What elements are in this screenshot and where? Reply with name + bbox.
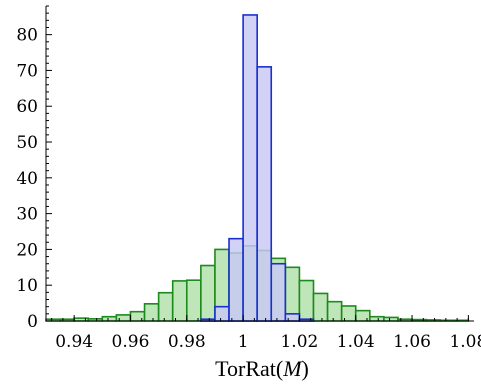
x-axis-title-suffix: ) <box>302 356 309 381</box>
x-tick-label: 1 <box>238 332 249 352</box>
wide-bin-bar <box>185 279 202 322</box>
x-tick-label: 1.08 <box>449 332 481 352</box>
wide-bin-bar <box>129 310 146 322</box>
x-axis-title-prefix: TorRat( <box>215 356 283 381</box>
narrow-bin-bar <box>256 66 273 322</box>
x-tick-label: 1.04 <box>337 332 375 352</box>
narrow-bin-bar <box>214 305 230 322</box>
wide-bin-bar <box>101 315 118 322</box>
wide-bin-bar <box>298 279 315 322</box>
y-tick-label: 40 <box>16 169 38 189</box>
wide-bin-bar <box>171 280 188 322</box>
wide-bin-bar <box>157 291 174 322</box>
wide-bin-bar <box>383 316 399 322</box>
wide-bin-bar <box>326 300 343 322</box>
x-tick-label: 1.02 <box>280 332 318 352</box>
y-tick-label: 80 <box>16 26 38 46</box>
wide-bin-bar <box>312 292 329 322</box>
x-tick-label: 0.96 <box>112 332 150 352</box>
x-tick-label: 0.98 <box>168 332 206 352</box>
x-axis-ticks: 0.94 0.96 0.98 1 1.02 1.04 1.06 1.08 <box>51 315 481 352</box>
x-axis-title: TorRat(M) <box>215 356 309 381</box>
wide-bin-bar <box>200 264 216 322</box>
narrow-bin-bar <box>284 313 301 322</box>
wide-bin-bar <box>340 305 357 322</box>
y-tick-label: 30 <box>16 205 38 225</box>
wide-bin-bar <box>369 315 385 322</box>
y-tick-label: 50 <box>16 133 38 153</box>
y-tick-label: 70 <box>16 61 38 81</box>
wide-bin-bar <box>143 303 160 322</box>
y-tick-label: 20 <box>16 240 38 260</box>
x-axis-title-variable: M <box>282 356 303 381</box>
wide-bin-bar <box>354 309 371 322</box>
y-tick-label: 60 <box>16 97 38 117</box>
narrow-bin-bar <box>228 237 244 322</box>
wide-bin-bar <box>284 266 301 322</box>
x-tick-label: 0.94 <box>55 332 93 352</box>
narrow-bin-bar <box>270 262 287 322</box>
wide-bin-bar <box>115 314 132 322</box>
y-tick-label: 10 <box>16 276 38 296</box>
y-axis-ticks: 0 10 20 30 40 50 60 70 80 <box>16 5 52 332</box>
x-tick-label: 1.06 <box>393 332 431 352</box>
y-tick-label: 0 <box>27 312 38 332</box>
narrow-bin-bar <box>242 14 258 322</box>
